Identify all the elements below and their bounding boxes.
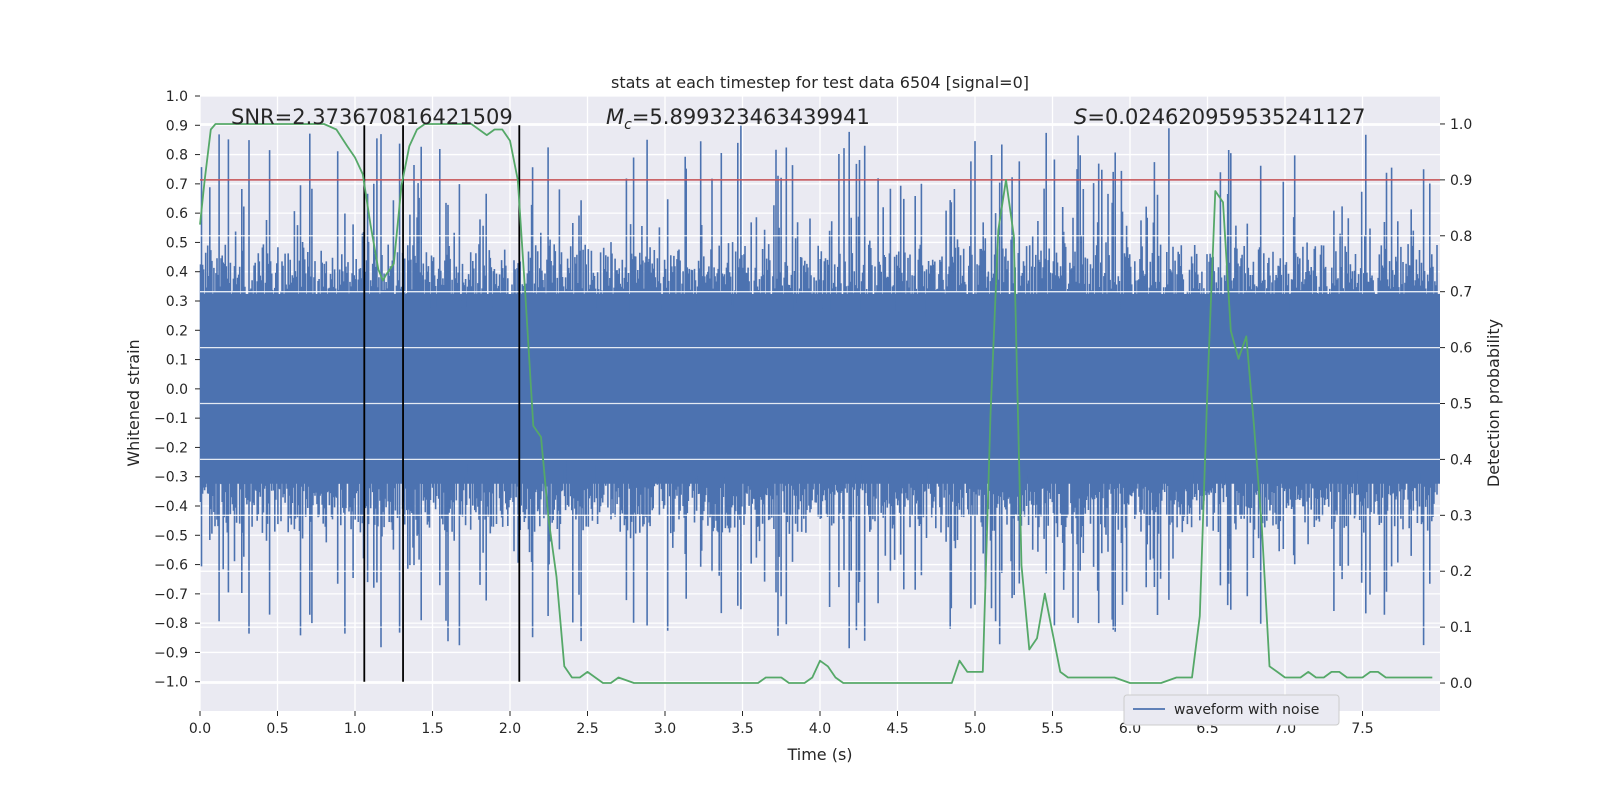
chart-title: stats at each timestep for test data 650… [611, 73, 1029, 92]
x-tick-label: 2.5 [576, 721, 598, 737]
chirp-mass-annotation: Mc=5.899323463439941 [606, 105, 870, 133]
y-tick-label: −1.0 [154, 675, 188, 691]
y-right-tick-label: 0.1 [1450, 620, 1472, 636]
chirp-mass-subscript: c [624, 117, 632, 133]
y-tick-label: −0.2 [154, 440, 188, 456]
x-tick-label: 0.5 [266, 721, 288, 737]
y-tick-label: −0.1 [154, 411, 188, 427]
snr-annotation: SNR=2.373670816421509 [231, 105, 513, 129]
chirp-mass-value: =5.899323463439941 [632, 105, 870, 129]
chirp-mass-symbol: M [606, 105, 624, 129]
x-axis-label: Time (s) [786, 745, 852, 764]
legend-box [1123, 694, 1340, 726]
y-right-tick-label: 1.0 [1450, 117, 1472, 133]
y-tick-label: 0.0 [166, 382, 188, 398]
y-right-tick-label: 0.4 [1450, 452, 1472, 468]
x-tick-label: 5.0 [964, 721, 986, 737]
y-tick-label: −0.8 [154, 616, 188, 632]
y-tick-label: −0.5 [154, 528, 188, 544]
y-right-axis-label: Detection probability [1484, 319, 1503, 487]
x-tick-label: 3.0 [654, 721, 676, 737]
x-tick-label: 4.5 [886, 721, 908, 737]
x-tick-label: 5.5 [1041, 721, 1063, 737]
y-right-tick-label: 0.6 [1450, 341, 1472, 357]
x-tick-label: 7.5 [1351, 721, 1373, 737]
y-tick-label: −0.4 [154, 499, 188, 515]
y-tick-label: 0.2 [166, 323, 188, 339]
y-right-tick-label: 0.7 [1450, 285, 1472, 301]
y-tick-label: 0.4 [166, 265, 188, 281]
y-tick-label: 0.5 [166, 235, 188, 251]
y-axis-label: Whitened strain [124, 339, 143, 466]
y-right-tick-label: 0.9 [1450, 173, 1472, 189]
x-tick-label: 2.0 [499, 721, 521, 737]
x-tick-label: 4.0 [809, 721, 831, 737]
y-right-tick-label: 0.2 [1450, 564, 1472, 580]
legend: waveform with noise [1123, 694, 1340, 726]
strain-series [199, 123, 1440, 684]
y-tick-label: −0.9 [154, 645, 188, 661]
y-tick-label: 0.7 [166, 177, 188, 193]
y-tick-label: 1.0 [166, 89, 188, 105]
y-right-tick-label: 0.0 [1450, 676, 1472, 692]
x-tick-label: 1.0 [344, 721, 366, 737]
y-tick-label: 0.1 [166, 353, 188, 369]
probability-series [199, 123, 1433, 684]
y-tick-label: 0.8 [166, 148, 188, 164]
y-axis-ticks: 1.0 0.9 0.8 0.7 0.6 0.5 0.4 0.3 0.2 0.1 0.0 −0.1 −0.… [154, 89, 200, 691]
s-symbol: S [1074, 105, 1087, 129]
y-tick-label: −0.7 [154, 587, 188, 603]
y-tick-label: −0.6 [154, 558, 188, 574]
s-value: =0.024620959535241127 [1087, 105, 1365, 129]
y-tick-label: 0.3 [166, 294, 188, 310]
y-tick-label: −0.3 [154, 470, 188, 486]
s-annotation: S=0.024620959535241127 [1074, 105, 1365, 129]
x-tick-label: 1.5 [421, 721, 443, 737]
x-tick-label: 0.0 [189, 721, 211, 737]
y-tick-label: 0.6 [166, 206, 188, 222]
y-right-axis-ticks: 1.0 0.9 0.8 0.7 0.6 0.5 0.4 0.3 0.2 0.1 0.0 [1440, 117, 1472, 692]
x-tick-label: 3.5 [731, 721, 753, 737]
y-tick-label: 0.9 [166, 118, 188, 134]
y-right-tick-label: 0.3 [1450, 508, 1472, 524]
strain-trace [199, 125, 1438, 649]
legend-label: waveform with noise [1174, 702, 1319, 718]
y-right-tick-label: 0.5 [1450, 397, 1472, 413]
event-markers [363, 125, 521, 682]
y-right-tick-label: 0.8 [1450, 229, 1472, 245]
